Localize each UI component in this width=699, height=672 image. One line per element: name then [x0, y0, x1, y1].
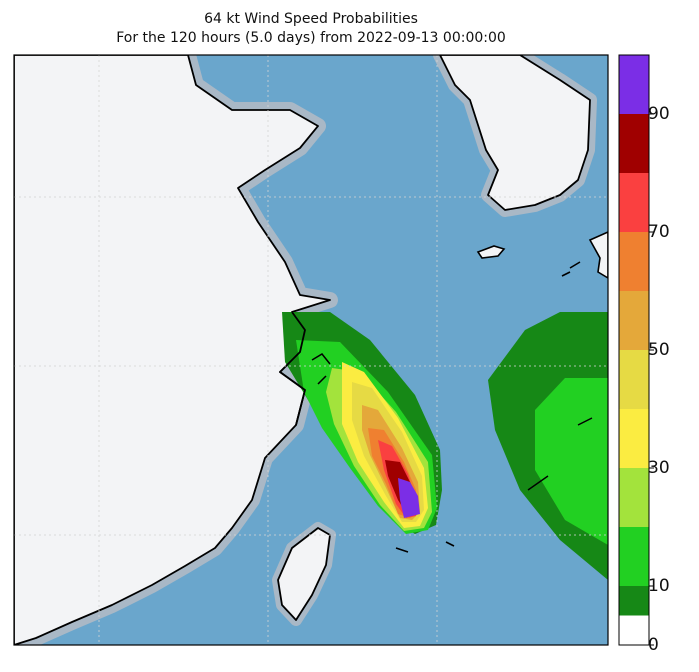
colorbar-band-80: [619, 114, 649, 173]
colorbar-band-50: [619, 291, 649, 350]
korea: [439, 55, 591, 211]
colorbar-tick-label: 50: [648, 340, 670, 360]
colorbar-tick-label: 70: [648, 222, 670, 242]
colorbar-tick-label: 0: [648, 635, 659, 655]
colorbar-band-30: [619, 409, 649, 468]
ryukyu-islet: [527, 417, 593, 491]
colorbar-frame: [618, 54, 650, 646]
colorbar-band-40: [619, 350, 649, 409]
colorbar-band-5: [619, 586, 649, 616]
colorbar: [619, 55, 654, 646]
colorbar-band-10: [619, 527, 649, 586]
colorbar-tick-label: 10: [648, 576, 670, 596]
colorbar-tick-label: 30: [648, 458, 670, 478]
map-title: 64 kt Wind Speed Probabilities: [204, 11, 418, 27]
colorbar-tick-label: 90: [648, 104, 670, 124]
colorbar-band-0: [619, 615, 649, 645]
taiwan: [277, 527, 331, 621]
map-frame: [13, 54, 609, 646]
colorbar-band-90: [619, 55, 649, 114]
zhoushan-islands: [311, 353, 331, 385]
coastline-over-swath: [279, 311, 306, 426]
colorbar-band-70: [619, 173, 649, 232]
japan-coast: [588, 231, 608, 279]
kyushu-islet: [561, 261, 581, 277]
colorbar-band-60: [619, 232, 649, 291]
colorbar-band-20: [619, 468, 649, 527]
map-subtitle: For the 120 hours (5.0 days) from 2022-0…: [116, 30, 506, 46]
jeju-island: [476, 245, 506, 259]
prob-band-90: [398, 478, 420, 518]
east-china-islets: [395, 541, 455, 553]
